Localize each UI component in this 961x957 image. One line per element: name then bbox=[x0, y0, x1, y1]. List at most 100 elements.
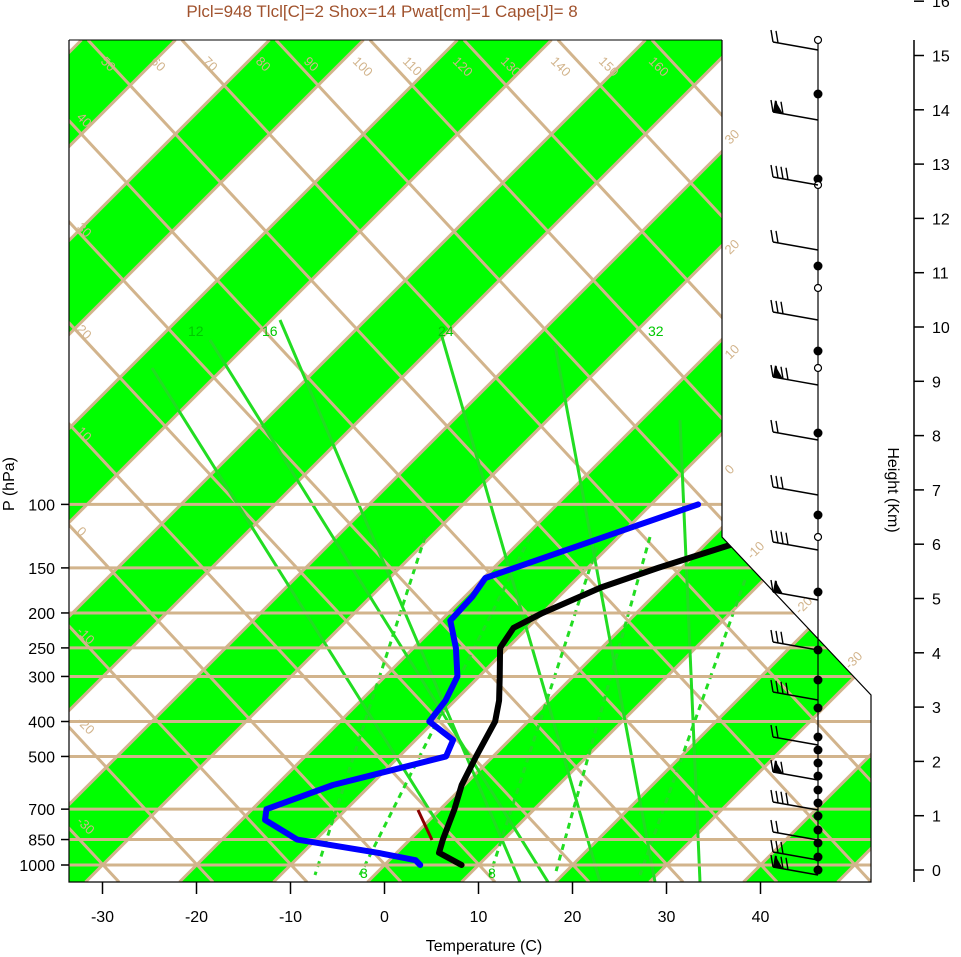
isotherm-line bbox=[69, 40, 459, 882]
mixing-ratio-line bbox=[553, 536, 652, 876]
isotherm-label: 30 bbox=[722, 126, 743, 147]
wind-level-dot bbox=[813, 89, 823, 99]
green-bands bbox=[69, 40, 871, 882]
isotherm-label: -20 bbox=[74, 714, 98, 738]
y-tick-label: 100 bbox=[28, 497, 55, 514]
height-tick-label: 16 bbox=[932, 0, 950, 11]
wind-level-circle bbox=[813, 532, 823, 542]
wind-barb bbox=[770, 29, 819, 51]
dry-adiabat-line bbox=[69, 40, 403, 882]
wind-level-dot bbox=[813, 510, 823, 520]
sounding-profiles bbox=[262, 501, 871, 868]
isotherm-label: 10 bbox=[722, 341, 743, 362]
green-band bbox=[179, 40, 871, 882]
wind-barb bbox=[770, 419, 819, 441]
wind-barb bbox=[770, 839, 819, 861]
y-tick-label: 1000 bbox=[19, 858, 55, 875]
y-tick-label: 850 bbox=[28, 833, 55, 850]
wind-level-dot bbox=[813, 261, 823, 271]
isotherm-line bbox=[69, 40, 553, 882]
wind-level-dot bbox=[813, 587, 823, 597]
wind-barb bbox=[770, 854, 819, 876]
isotherm-line bbox=[554, 40, 871, 882]
height-tick-label: 4 bbox=[932, 646, 941, 663]
chart-title: Plcl=948 Tlcl[C]=2 Shox=14 Pwat[cm]=1 Ca… bbox=[186, 2, 577, 21]
green-band bbox=[69, 40, 364, 882]
x-tick-label: 30 bbox=[658, 909, 676, 926]
wind-level-circle bbox=[813, 35, 823, 45]
x-tick-label: 0 bbox=[380, 909, 389, 926]
height-tick-label: 6 bbox=[932, 537, 941, 554]
x-tick-label: -10 bbox=[279, 909, 302, 926]
wind-barb bbox=[770, 759, 819, 781]
height-axis-label: Height (Km) bbox=[884, 447, 901, 532]
mixing-ratio-label: 24 bbox=[438, 323, 454, 339]
wind-barb bbox=[770, 99, 819, 121]
isotherm-label: -10 bbox=[744, 538, 768, 562]
x-tick-label: 40 bbox=[752, 909, 770, 926]
height-tick-label: 0 bbox=[932, 863, 941, 880]
isotherm-line bbox=[69, 40, 647, 882]
y-tick-label: 200 bbox=[28, 606, 55, 623]
isotherm-line bbox=[648, 40, 871, 882]
plot-area bbox=[69, 40, 871, 882]
y-tick-label: 500 bbox=[28, 749, 55, 766]
isotherm-line bbox=[272, 40, 871, 882]
wind-barb bbox=[770, 229, 819, 251]
height-tick-label: 12 bbox=[932, 211, 950, 228]
parcel-line bbox=[416, 809, 434, 841]
dry-adiabat-line bbox=[180, 40, 871, 882]
dry-adiabat-line bbox=[556, 40, 871, 882]
height-tick-label: 2 bbox=[932, 754, 941, 771]
wind-level-dot bbox=[813, 174, 823, 184]
axes: -30 -20 -10 0 10 20 30 401001502002503004005007… bbox=[19, 0, 949, 926]
isotherm-label: 100 bbox=[350, 54, 376, 80]
mixing-ratio-line bbox=[638, 579, 747, 876]
wind-level-dot bbox=[813, 745, 823, 755]
x-tick-label: -20 bbox=[185, 909, 208, 926]
wind-level-dot bbox=[813, 771, 823, 781]
wind-level-dot bbox=[813, 703, 823, 713]
moist-line bbox=[678, 419, 702, 882]
isotherm-line bbox=[69, 40, 365, 882]
wind-barbs bbox=[770, 29, 823, 876]
height-tick-label: 9 bbox=[932, 374, 941, 391]
wind-level-dot bbox=[813, 811, 823, 821]
isotherm-line bbox=[69, 40, 741, 882]
wind-level-dot bbox=[813, 798, 823, 808]
wind-level-dot bbox=[813, 346, 823, 356]
wind-level-dot bbox=[813, 825, 823, 835]
y-tick-label: 300 bbox=[28, 669, 55, 686]
dewpoint-line bbox=[262, 501, 702, 868]
wind-level-dot bbox=[813, 758, 823, 768]
mixing-ratio-lines bbox=[150, 319, 747, 882]
mixing-ratio-label: 12 bbox=[188, 323, 204, 339]
dry-adiabat-line bbox=[69, 40, 685, 882]
wind-barb bbox=[770, 474, 819, 496]
x-tick-label: -30 bbox=[91, 909, 114, 926]
height-tick-label: 13 bbox=[932, 157, 950, 174]
isotherm-label: 70 bbox=[200, 54, 221, 75]
mixing-ratio-label: 32 bbox=[648, 323, 664, 339]
wind-level-dot bbox=[813, 732, 823, 742]
y-tick-label: 700 bbox=[28, 802, 55, 819]
wind-barb bbox=[770, 819, 819, 841]
green-band bbox=[69, 40, 740, 882]
diagram-labels: 50 60 70 80 90 100 110 120 130 140 150 160403020100… bbox=[74, 54, 866, 881]
temperature-line bbox=[436, 501, 871, 868]
dry-adiabat-line bbox=[69, 40, 309, 882]
isotherm-label: 140 bbox=[548, 54, 574, 80]
green-band bbox=[555, 40, 871, 882]
wind-barb bbox=[770, 164, 819, 186]
y-tick-label: 250 bbox=[28, 641, 55, 658]
height-tick-label: 15 bbox=[932, 49, 950, 66]
dry-adiabat-line bbox=[69, 40, 497, 882]
x-tick-label: 20 bbox=[564, 909, 582, 926]
wind-barb bbox=[770, 679, 819, 701]
x-tick-label: 10 bbox=[470, 909, 488, 926]
wind-level-dot bbox=[813, 838, 823, 848]
height-tick-label: 7 bbox=[932, 483, 941, 500]
green-band bbox=[69, 40, 552, 882]
height-tick-label: 11 bbox=[932, 266, 949, 283]
isotherm-line bbox=[178, 40, 871, 882]
